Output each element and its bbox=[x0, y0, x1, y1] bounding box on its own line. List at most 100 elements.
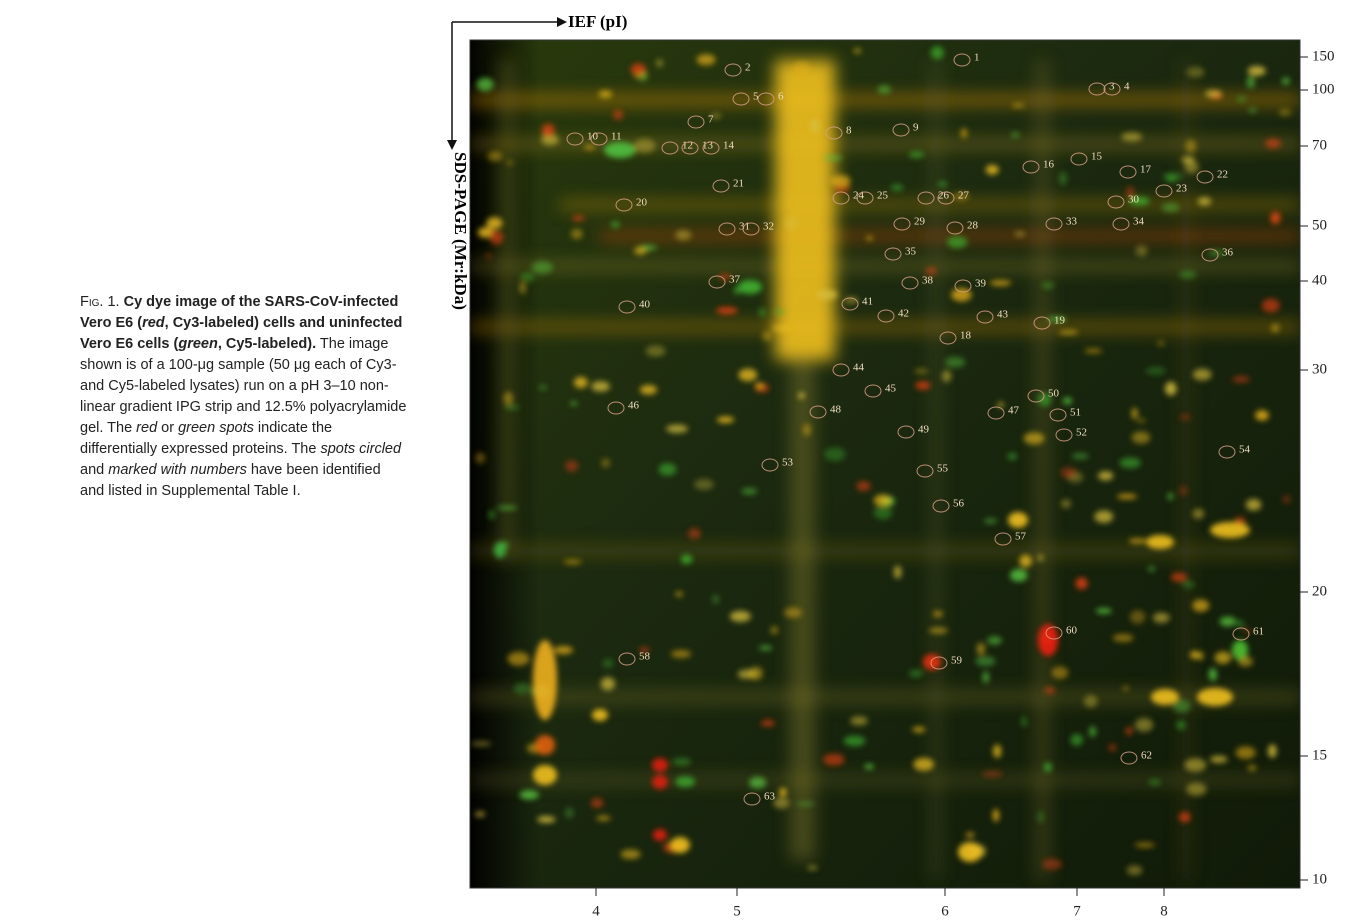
gel-blob bbox=[1182, 580, 1195, 589]
gel-blob bbox=[1041, 281, 1055, 289]
x-tick-label: 5 bbox=[733, 903, 741, 919]
gel-blob bbox=[541, 123, 555, 137]
spot-label: 14 bbox=[723, 140, 735, 152]
gel-blob bbox=[1179, 485, 1188, 496]
gel-blob bbox=[487, 151, 503, 162]
y-tick-label: 40 bbox=[1312, 272, 1327, 288]
gel-blob bbox=[710, 113, 722, 120]
spot-label: 49 bbox=[918, 424, 930, 436]
gel-blob bbox=[771, 324, 792, 333]
gel-blob bbox=[937, 181, 948, 187]
gel-blob bbox=[1170, 572, 1188, 582]
spot-label: 47 bbox=[1008, 405, 1020, 417]
gel-blob bbox=[1184, 758, 1207, 772]
gel-blob bbox=[639, 72, 648, 82]
gel-blob bbox=[930, 46, 944, 60]
spot-circle bbox=[953, 53, 971, 67]
gel-blob bbox=[1128, 196, 1150, 206]
spot-circle bbox=[1201, 248, 1219, 262]
gel-blob bbox=[738, 280, 762, 294]
gel-blob bbox=[1185, 139, 1197, 153]
spot-circle bbox=[590, 132, 608, 146]
gel-blob bbox=[975, 656, 996, 667]
spot-label: 44 bbox=[853, 362, 865, 374]
gel-blob bbox=[748, 666, 763, 680]
spot-circle bbox=[832, 363, 850, 377]
gel-streak bbox=[930, 60, 942, 880]
gel-blob bbox=[570, 401, 578, 406]
gel-blob bbox=[1089, 726, 1097, 738]
gel-blob bbox=[913, 757, 934, 771]
spot-circle bbox=[1045, 626, 1063, 640]
gel-blob bbox=[1164, 381, 1177, 396]
gel-blob bbox=[770, 626, 778, 635]
gel-blob bbox=[1176, 720, 1186, 730]
gel-blob bbox=[762, 330, 772, 342]
gel-blob bbox=[1108, 743, 1117, 752]
caption-text: and bbox=[80, 462, 109, 478]
caption-text: marked with numbers bbox=[108, 462, 247, 478]
gel-blob bbox=[823, 155, 843, 160]
gel-blob bbox=[784, 216, 800, 226]
gel-blob bbox=[601, 458, 611, 468]
spot-circle bbox=[1070, 152, 1088, 166]
spot-label: 63 bbox=[764, 791, 776, 803]
gel-blob bbox=[503, 391, 514, 406]
spot-label: 21 bbox=[733, 178, 744, 190]
gel-blob bbox=[1051, 666, 1069, 680]
gel-blob bbox=[670, 649, 692, 658]
gel-blob bbox=[719, 273, 731, 280]
gel-blob bbox=[1278, 108, 1292, 117]
spot-circle bbox=[937, 191, 955, 205]
spot-circle bbox=[1055, 428, 1073, 442]
spot-circle bbox=[893, 217, 911, 231]
gel-blob bbox=[1246, 75, 1255, 89]
spot-circle bbox=[901, 276, 919, 290]
gel-blob bbox=[712, 594, 720, 605]
spot-label: 34 bbox=[1133, 216, 1145, 228]
gel-blob bbox=[1192, 599, 1210, 612]
gel-blob bbox=[670, 837, 690, 853]
spot-label: 31 bbox=[739, 221, 750, 233]
gel-blob bbox=[630, 63, 646, 76]
spot-circle bbox=[1045, 217, 1063, 231]
x-tick-label: 8 bbox=[1160, 903, 1168, 919]
gel-blob bbox=[675, 229, 692, 241]
gel-blob bbox=[506, 160, 514, 166]
gel-blob bbox=[760, 719, 776, 727]
gel-blob bbox=[755, 382, 764, 389]
spot-circle bbox=[743, 792, 761, 806]
gel-blob bbox=[914, 368, 929, 374]
caption-text: or bbox=[157, 420, 179, 436]
spot-label: 33 bbox=[1066, 216, 1078, 228]
spot-circle bbox=[615, 198, 633, 212]
spot-circle bbox=[954, 279, 972, 293]
spot-circle bbox=[742, 222, 760, 236]
gel-blob bbox=[533, 765, 557, 785]
gel-blob bbox=[1010, 131, 1020, 138]
spot-label: 48 bbox=[830, 404, 842, 416]
gel-blob bbox=[807, 865, 818, 871]
x-tick-label: 6 bbox=[941, 903, 949, 919]
spot-circle bbox=[856, 191, 874, 205]
gel-blob bbox=[653, 829, 667, 841]
figure-caption: Fig. 1. Cy dye image of the SARS-CoV-inf… bbox=[80, 292, 408, 502]
gel-blob bbox=[596, 815, 611, 821]
gel-blob bbox=[645, 345, 666, 357]
spot-circle bbox=[994, 532, 1012, 546]
gel-blob bbox=[953, 192, 970, 201]
spot-circle bbox=[1218, 445, 1236, 459]
gel-blob bbox=[1135, 245, 1148, 257]
gel-blob bbox=[652, 775, 668, 789]
gel-blob bbox=[830, 174, 851, 188]
gel-blob bbox=[1122, 685, 1129, 692]
gel-blob bbox=[1007, 453, 1017, 460]
spot-label: 60 bbox=[1066, 625, 1078, 637]
gel-blob bbox=[1014, 231, 1025, 237]
gel-blob bbox=[958, 842, 982, 862]
spot-circle bbox=[712, 179, 730, 193]
gel-blob bbox=[1020, 716, 1027, 728]
spot-label: 37 bbox=[729, 274, 741, 286]
gel-band bbox=[470, 322, 1300, 332]
gel-blob bbox=[474, 811, 486, 818]
